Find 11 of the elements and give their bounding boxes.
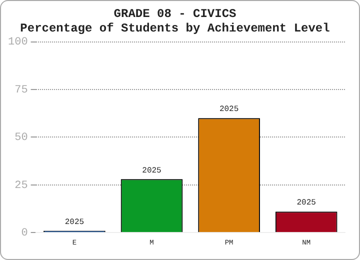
y-tick-label: 25	[14, 180, 28, 192]
chart-title: GRADE 08 - CIVICS	[114, 7, 236, 22]
y-tick-label: 50	[14, 132, 28, 144]
y-tick-label: 0	[21, 228, 28, 240]
text: 2025	[296, 198, 316, 208]
text: 2025	[219, 105, 239, 114]
chart-subtitle: Percentage of Students by Achievement Level	[20, 22, 330, 36]
series-label: 2025	[64, 218, 84, 227]
y-tick-label: 100	[8, 36, 28, 49]
y-tick-label: 75	[14, 84, 28, 96]
text: 2025	[142, 166, 162, 176]
